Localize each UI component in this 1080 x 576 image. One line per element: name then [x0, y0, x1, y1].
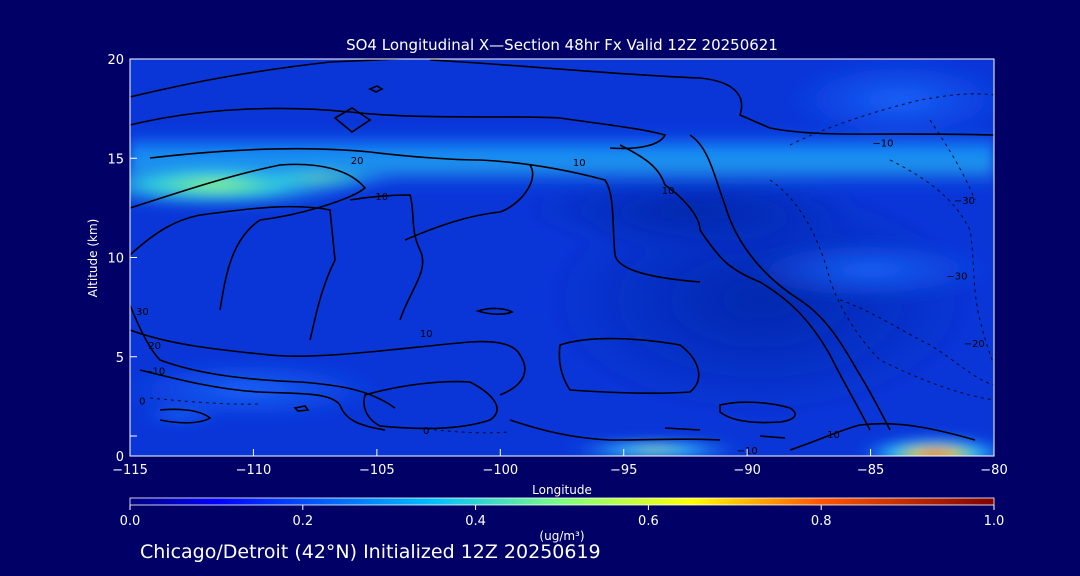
contour-line-1	[130, 59, 416, 98]
dashed-contour-4	[929, 119, 976, 201]
colorbar-tick-label: 0.4	[465, 514, 486, 529]
contour-line-11	[130, 304, 396, 409]
surface-plume-east	[855, 425, 994, 456]
dashed-contour-6	[149, 397, 261, 405]
y-tick-label: 10	[107, 252, 124, 267]
contour-line-10	[689, 134, 891, 431]
dashed-contour-7	[419, 427, 511, 434]
contour-label: −20	[964, 339, 985, 350]
x-tick-label: −100	[482, 463, 518, 478]
y-axis-label: Altitude (km)	[86, 219, 100, 298]
contour-label: 0	[139, 396, 145, 407]
surface-plume-central	[565, 438, 745, 456]
x-tick-label: −90	[733, 463, 760, 478]
dashed-contour-2	[769, 179, 994, 401]
x-tick-label: −105	[359, 463, 395, 478]
contour-label: 30	[136, 307, 149, 318]
x-tick-label: −110	[236, 463, 272, 478]
contour-line-9	[619, 144, 871, 431]
colorbar-tick-label: 0.8	[811, 514, 832, 529]
contour-label: 10	[827, 430, 840, 441]
y-axis: 0 5 10 15 20	[107, 53, 137, 465]
x-tick-label: −95	[610, 463, 637, 478]
contour-label: 20	[148, 341, 161, 352]
contour-line-4	[149, 147, 701, 283]
colorbar-tick-label: 0.2	[292, 514, 313, 529]
contour-line-16	[558, 337, 700, 395]
contour-lines	[130, 59, 994, 451]
western-peak-tail	[240, 164, 400, 192]
contour-label: 10	[375, 192, 388, 203]
dashed-contour-1	[789, 93, 994, 146]
contour-closed-4	[293, 405, 310, 412]
colorbar-tick-label: 0.0	[120, 514, 141, 529]
light-region-west-low	[130, 360, 380, 420]
contour-line-12	[130, 329, 526, 396]
colorbar-label: (ug/m³)	[539, 529, 584, 543]
contour-label: −30	[954, 196, 975, 207]
x-tick-label: −115	[112, 463, 148, 478]
contour-closed-1	[333, 107, 372, 133]
contour-line-6	[130, 205, 336, 341]
contour-line-15	[159, 408, 212, 424]
y-tick-label: 15	[107, 152, 124, 167]
light-region-mid-east	[750, 240, 990, 300]
contour-label: −10	[144, 367, 165, 378]
contour-line-5	[130, 163, 367, 311]
light-region-upper-east	[790, 60, 994, 140]
colorbar	[129, 497, 995, 506]
contour-line-13	[139, 369, 386, 431]
x-tick-label: −85	[857, 463, 884, 478]
colorbar-tick-label: 0.6	[638, 514, 659, 529]
contour-line-2	[429, 59, 994, 136]
contour-label: 10	[573, 158, 586, 169]
y-tick-label: 20	[107, 53, 124, 68]
contour-label: 20	[351, 156, 364, 167]
contour-label: −10	[872, 138, 893, 149]
contour-line-19	[664, 427, 701, 431]
colorbar-ticks: 0.0 0.2 0.4 0.6 0.8 1.0	[120, 505, 1005, 529]
contour-line-20	[759, 435, 786, 439]
y-tick-label: 5	[116, 351, 124, 366]
contour-line-18	[719, 401, 796, 424]
x-axis-label: Longitude	[532, 483, 592, 497]
contour-line-21	[789, 422, 976, 451]
colorbar-tick-label: 1.0	[984, 514, 1005, 529]
contour-line-14	[363, 380, 498, 430]
dashed-contours	[149, 93, 994, 434]
contour-label: 10	[420, 329, 433, 340]
x-tick-label: −80	[980, 463, 1007, 478]
contour-label: 0	[423, 426, 429, 437]
y-tick-label: 0	[116, 450, 124, 465]
contour-label: 10	[662, 186, 675, 197]
contour-closed-2	[368, 85, 384, 93]
contour-closed-3	[475, 307, 514, 315]
contour-label: −30	[946, 271, 967, 282]
contour-line-3	[130, 107, 667, 150]
contour-line-17	[509, 419, 721, 441]
x-axis: −115 −110 −105 −100 −95 −90 −85 −80	[112, 449, 1008, 478]
chart-title: SO4 Longitudinal X—Section 48hr Fx Valid…	[346, 36, 778, 54]
dashed-contour-5	[839, 299, 994, 386]
contour-line-7	[349, 194, 424, 321]
contour-line-8	[404, 164, 534, 241]
footer-caption: Chicago/Detroit (42°N) Initialized 12Z 2…	[140, 541, 601, 563]
